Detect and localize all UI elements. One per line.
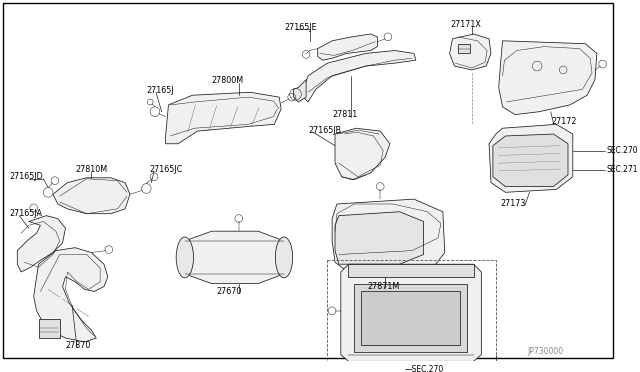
Text: 27871M: 27871M	[368, 282, 400, 291]
Polygon shape	[317, 34, 378, 60]
Text: 27800M: 27800M	[212, 76, 244, 85]
Text: 27870: 27870	[65, 341, 91, 350]
Polygon shape	[34, 248, 108, 342]
Polygon shape	[53, 178, 130, 214]
Text: 27171X: 27171X	[451, 20, 481, 29]
Text: SEC.270: SEC.270	[607, 146, 638, 155]
Polygon shape	[294, 80, 306, 102]
Polygon shape	[332, 199, 445, 277]
Polygon shape	[355, 283, 467, 352]
Polygon shape	[493, 134, 568, 186]
Text: 27811: 27811	[332, 110, 357, 119]
Polygon shape	[499, 41, 597, 115]
Ellipse shape	[275, 237, 292, 278]
Text: 27165JD: 27165JD	[10, 172, 44, 181]
Bar	[327, 260, 496, 364]
Polygon shape	[449, 34, 491, 70]
Text: 27172: 27172	[552, 117, 577, 126]
Text: 27670: 27670	[216, 287, 242, 296]
Text: 27173: 27173	[500, 199, 526, 208]
Polygon shape	[489, 124, 573, 192]
Text: 27165J: 27165J	[147, 86, 174, 95]
Text: JP730000: JP730000	[527, 347, 564, 356]
Polygon shape	[458, 44, 470, 54]
Polygon shape	[335, 212, 424, 264]
Text: 27810M: 27810M	[75, 166, 108, 174]
Polygon shape	[38, 318, 60, 338]
Text: 27165JA: 27165JA	[10, 209, 43, 218]
Polygon shape	[185, 231, 284, 283]
Text: 27165JB: 27165JB	[308, 126, 341, 135]
Text: 27165JC: 27165JC	[149, 166, 182, 174]
Polygon shape	[166, 92, 281, 144]
Polygon shape	[17, 216, 65, 272]
Text: 27165JE: 27165JE	[284, 23, 317, 32]
Text: SEC.271: SEC.271	[607, 166, 638, 174]
Text: —SEC.270: —SEC.270	[404, 365, 444, 372]
Polygon shape	[361, 291, 460, 345]
Polygon shape	[335, 128, 390, 180]
Polygon shape	[349, 264, 474, 277]
Polygon shape	[303, 51, 416, 102]
Ellipse shape	[176, 237, 193, 278]
Polygon shape	[340, 264, 481, 361]
